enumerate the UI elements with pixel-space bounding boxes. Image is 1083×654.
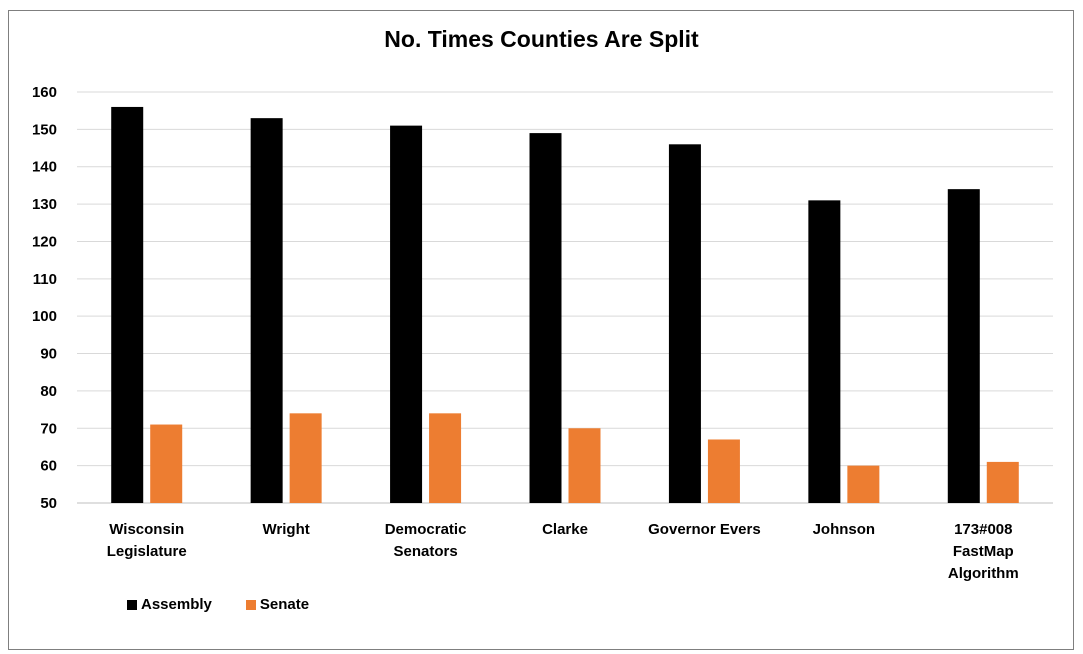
legend-swatch-senate — [245, 599, 256, 610]
x-category-label: Johnson — [813, 521, 876, 538]
y-tick-label: 100 — [32, 308, 57, 325]
x-category-label: Algorithm — [948, 565, 1019, 582]
bar-assembly — [390, 125, 423, 504]
bar-assembly — [529, 133, 562, 503]
y-tick-label: 140 — [32, 159, 57, 176]
y-tick-label: 50 — [40, 495, 57, 512]
y-tick-label: 120 — [32, 233, 57, 250]
x-category-label: FastMap — [953, 543, 1014, 560]
x-category-label: Senators — [393, 543, 457, 560]
bar-senate — [986, 461, 1019, 503]
x-category-label: Legislature — [107, 543, 187, 560]
bar-senate — [707, 439, 740, 503]
y-tick-label: 110 — [33, 271, 57, 288]
x-category-label: Clarke — [542, 521, 588, 538]
y-tick-label: 80 — [40, 383, 57, 400]
bar-senate — [568, 428, 601, 503]
bar-assembly — [947, 189, 980, 504]
bar-assembly — [250, 118, 283, 504]
x-category-label: Wisconsin — [109, 521, 184, 538]
bar-assembly — [111, 106, 144, 503]
legend-label-senate: Senate — [259, 596, 310, 613]
bar-assembly — [808, 200, 841, 503]
bar-senate — [847, 465, 880, 503]
x-category-label: 173#008 — [954, 521, 1012, 538]
bar-assembly — [668, 144, 701, 504]
y-tick-label: 130 — [32, 196, 57, 213]
y-tick-label: 150 — [32, 121, 57, 138]
chart-legend: Assembly Senate — [127, 596, 309, 613]
bar-senate — [289, 413, 322, 503]
legend-label-assembly: Assembly — [141, 596, 212, 613]
bar-senate — [150, 424, 183, 503]
y-tick-label: 160 — [32, 84, 57, 101]
y-tick-label: 60 — [40, 458, 57, 475]
chart-title: No. Times Counties Are Split — [384, 26, 699, 52]
y-tick-label: 90 — [40, 346, 57, 363]
x-category-label: Democratic — [385, 521, 467, 538]
bar-senate — [429, 413, 462, 503]
x-category-label: Wright — [263, 521, 310, 538]
y-tick-label: 70 — [40, 420, 57, 437]
legend-swatch-assembly — [127, 599, 137, 610]
x-category-label: Governor Evers — [648, 521, 761, 538]
